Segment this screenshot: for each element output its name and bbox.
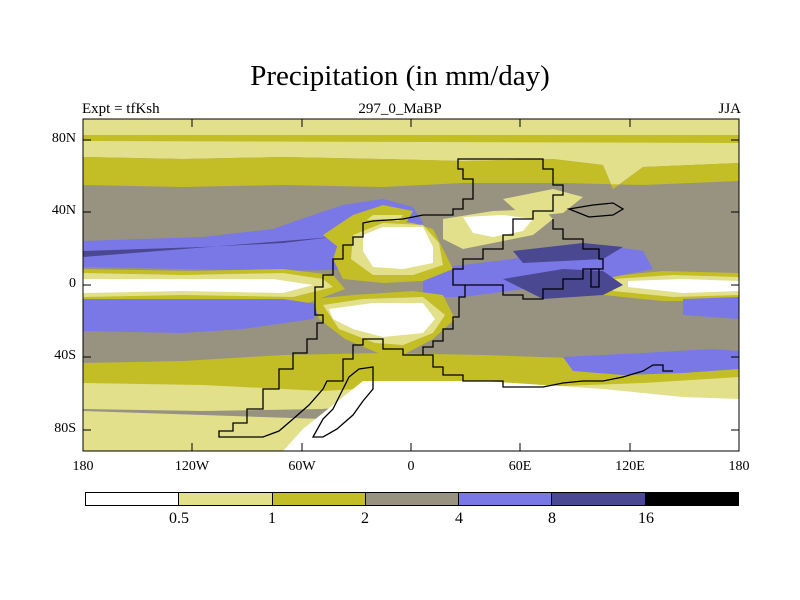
y-label-40n: 40N [51,203,76,218]
y-label-80s: 80S [54,421,76,436]
colorbar-label-1: 1 [268,510,276,527]
x-label-180e: 180 [728,459,750,474]
colorbar-label-2: 2 [361,510,369,527]
x-label-60w: 60W [288,459,316,474]
experiment-label: Expt = tfKsh [82,101,160,117]
eq-west-white [83,279,313,293]
x-label-120e: 120E [615,459,645,474]
y-label-80n: 80N [51,131,76,146]
colorbar-box-4 [459,493,553,505]
colorbar-box-5 [552,493,646,505]
colorbar-label-4: 4 [455,510,463,527]
sahara-white [363,227,433,269]
x-label-0: 0 [407,459,415,474]
colorbar-label-0-5: 0.5 [169,510,189,527]
x-label-120w: 120W [174,459,210,474]
precipitation-map [83,119,739,451]
colorbar-box-6 [645,493,738,505]
colorbar-box-0 [86,493,180,505]
plot-title: Precipitation (in mm/day) [250,60,550,92]
x-label-180w: 180 [72,459,94,474]
arctic-dry-band [83,119,739,135]
colorbar [85,492,739,506]
colorbar-box-3 [365,493,460,505]
season-label: JJA [718,101,741,117]
colorbar-label-8: 8 [548,510,556,527]
colorbar-label-16: 16 [638,510,654,527]
period-label: 297_0_MaBP [358,101,442,117]
map-field [83,119,739,451]
y-label-40s: 40S [54,348,76,363]
x-label-60e: 60E [508,459,532,474]
y-label-0: 0 [69,276,76,291]
colorbar-box-2 [272,493,366,505]
colorbar-box-1 [179,493,273,505]
